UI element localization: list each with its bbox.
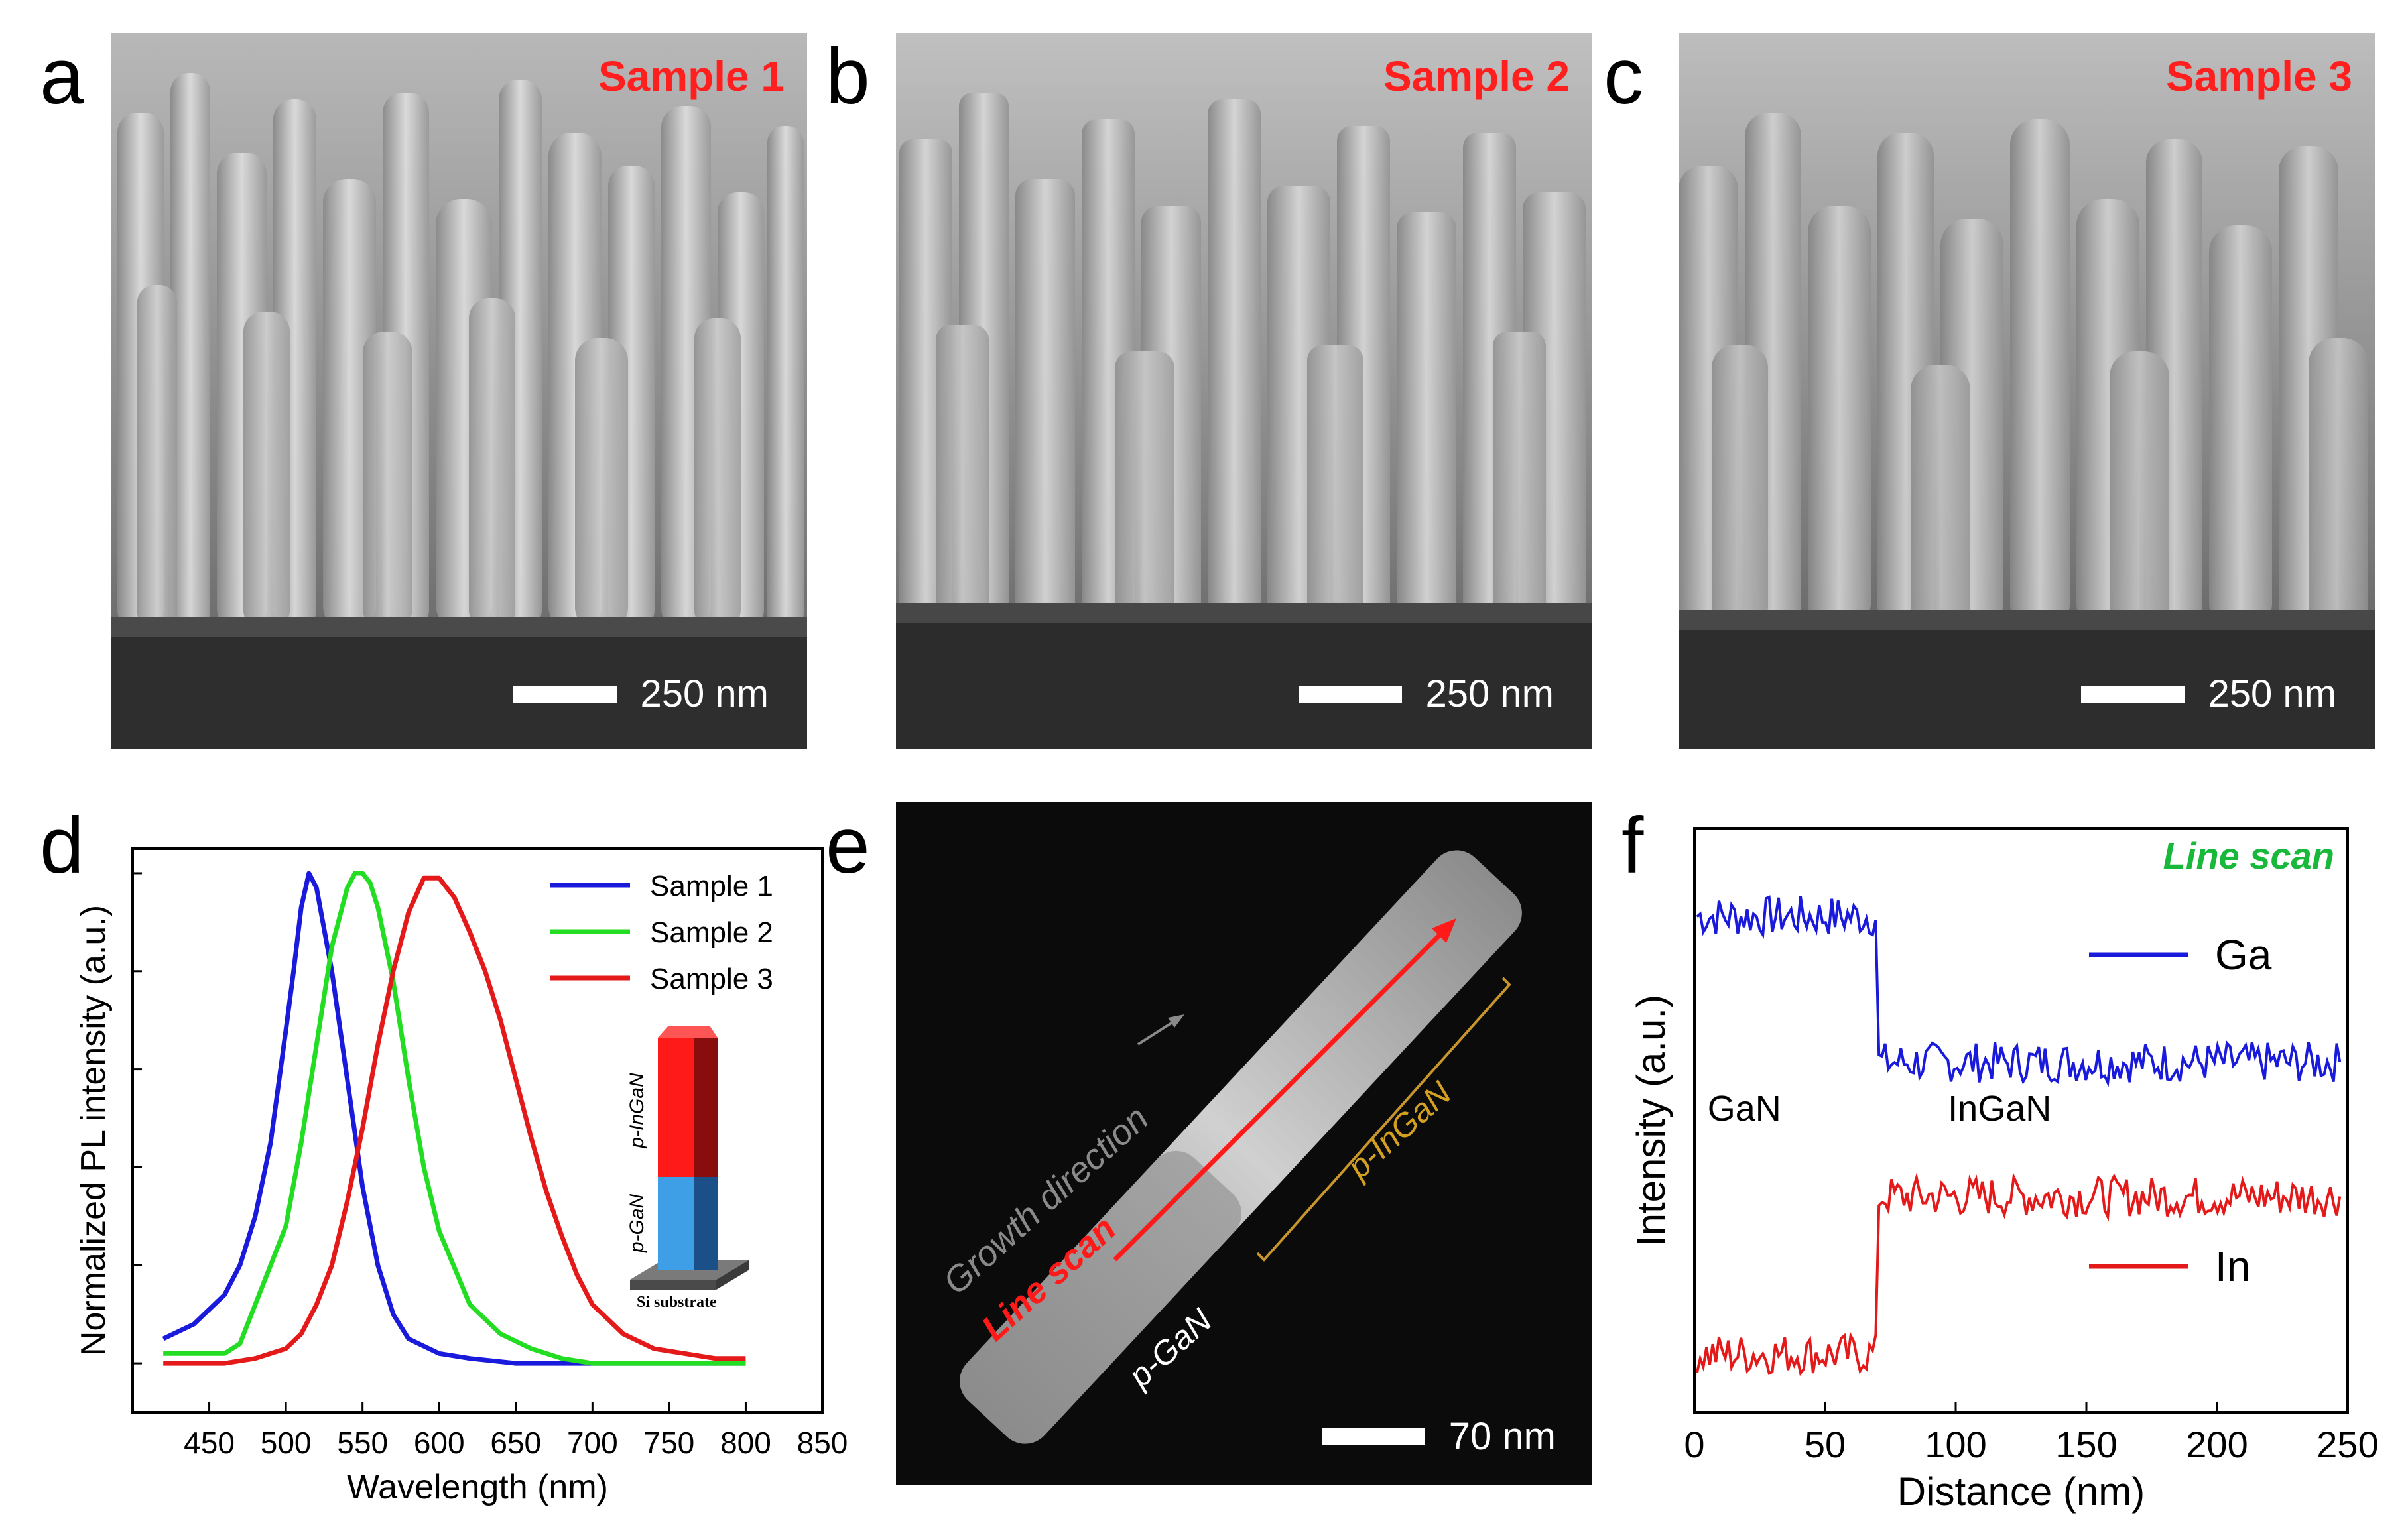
panel-label-d: d <box>40 801 84 890</box>
x-tick-label: 250 <box>2316 1424 2378 1465</box>
x-tick-label: 850 <box>797 1426 848 1460</box>
plot-frame <box>1693 827 2349 1414</box>
p-ingan-bracket <box>1256 977 1511 1262</box>
inset-label-p-ingan: p-InGaN <box>626 1073 648 1149</box>
x-tick-label: 0 <box>1684 1424 1704 1465</box>
series-line-in <box>1695 1172 2342 1376</box>
x-tick-label: 650 <box>490 1426 541 1460</box>
legend-label-ga: Ga <box>2215 931 2272 979</box>
nanowire-array-drawing <box>896 33 1592 749</box>
nanowire-array-drawing <box>1679 33 2375 749</box>
line-scan-title: Line scan <box>2163 835 2334 877</box>
x-tick-label: 600 <box>414 1426 465 1460</box>
x-tick-label: 500 <box>261 1426 312 1460</box>
nanowire-tem-drawing: Growth direction Line scan p-InGaN p-GaN <box>936 850 1522 1444</box>
x-axis-label: Distance (nm) <box>1897 1469 2145 1514</box>
scale-bar-line <box>1298 685 1402 703</box>
scale-bar-label: 250 nm <box>2208 672 2336 715</box>
inset-label-si-substrate: Si substrate <box>637 1294 717 1310</box>
nanowire-array-drawing <box>111 33 807 749</box>
x-tick-label: 800 <box>720 1426 771 1460</box>
inset-label-p-gan: p-GaN <box>626 1193 648 1253</box>
panel-label-c: c <box>1604 32 1643 121</box>
scale-bar-line <box>1321 1428 1425 1445</box>
panel-label-a: a <box>40 32 84 121</box>
panel-label-f: f <box>1621 801 1644 890</box>
scale-bar-line <box>2080 685 2185 703</box>
x-tick-label: 150 <box>2055 1424 2117 1465</box>
p-ingan-segment <box>658 1038 694 1177</box>
region-label-ingan: InGaN <box>1948 1089 2051 1128</box>
legend-label-in: In <box>2215 1243 2250 1290</box>
y-axis-label: Normalized PL intensity (a.u.) <box>74 905 113 1356</box>
x-tick-label: 750 <box>644 1426 695 1460</box>
legend-label-sample-2: Sample 2 <box>650 916 773 949</box>
scale-bar-a: 250 nm <box>513 672 769 716</box>
nanowire-structure-inset: p-InGaN p-GaN Si substrate <box>626 1026 749 1310</box>
x-axis-label: Wavelength (nm) <box>347 1468 608 1506</box>
scale-bar-c: 250 nm <box>2080 672 2336 716</box>
legend-label-sample-1: Sample 1 <box>650 870 773 902</box>
y-axis-label: Intensity (a.u.) <box>1629 995 1673 1247</box>
panel-label-e: e <box>826 801 870 890</box>
scale-bar-e: 70 nm <box>1321 1414 1556 1459</box>
sem-image-sample-3: Sample 3 250 nm <box>1679 33 2375 749</box>
p-gan-segment <box>658 1177 694 1270</box>
tem-image: Growth direction Line scan p-InGaN p-GaN… <box>896 802 1592 1485</box>
series-line-ga <box>1696 895 2342 1087</box>
line-scan-arrow <box>1113 926 1448 1262</box>
scale-bar-label: 250 nm <box>1425 672 1554 715</box>
growth-direction-arrow <box>1137 1020 1176 1046</box>
line-scan-plot: 0 50 100 150 200 250 Distance (nm) Intensity (a… <box>1629 827 2379 1514</box>
sem-image-sample-1: Sample 1 250 nm <box>111 33 807 749</box>
panel-label-b: b <box>826 32 870 121</box>
x-tick-label: 200 <box>2186 1424 2248 1465</box>
sample-3-tag: Sample 3 <box>2165 52 2352 100</box>
sample-2-tag: Sample 2 <box>1383 52 1570 100</box>
sem-image-sample-2: Sample 2 250 nm <box>896 33 1592 749</box>
scale-bar-line <box>513 685 617 703</box>
x-tick-label: 550 <box>337 1426 388 1460</box>
x-tick-label: 100 <box>1925 1424 1986 1465</box>
x-tick-label: 450 <box>184 1426 235 1460</box>
scale-bar-label: 70 nm <box>1448 1415 1556 1458</box>
legend-label-sample-3: Sample 3 <box>650 963 773 995</box>
x-tick-label: 50 <box>1805 1424 1846 1465</box>
scale-bar-b: 250 nm <box>1298 672 1554 716</box>
sample-1-tag: Sample 1 <box>598 52 785 100</box>
region-label-gan: GaN <box>1708 1089 1781 1128</box>
scale-bar-label: 250 nm <box>640 672 769 715</box>
x-tick-label: 700 <box>567 1426 618 1460</box>
